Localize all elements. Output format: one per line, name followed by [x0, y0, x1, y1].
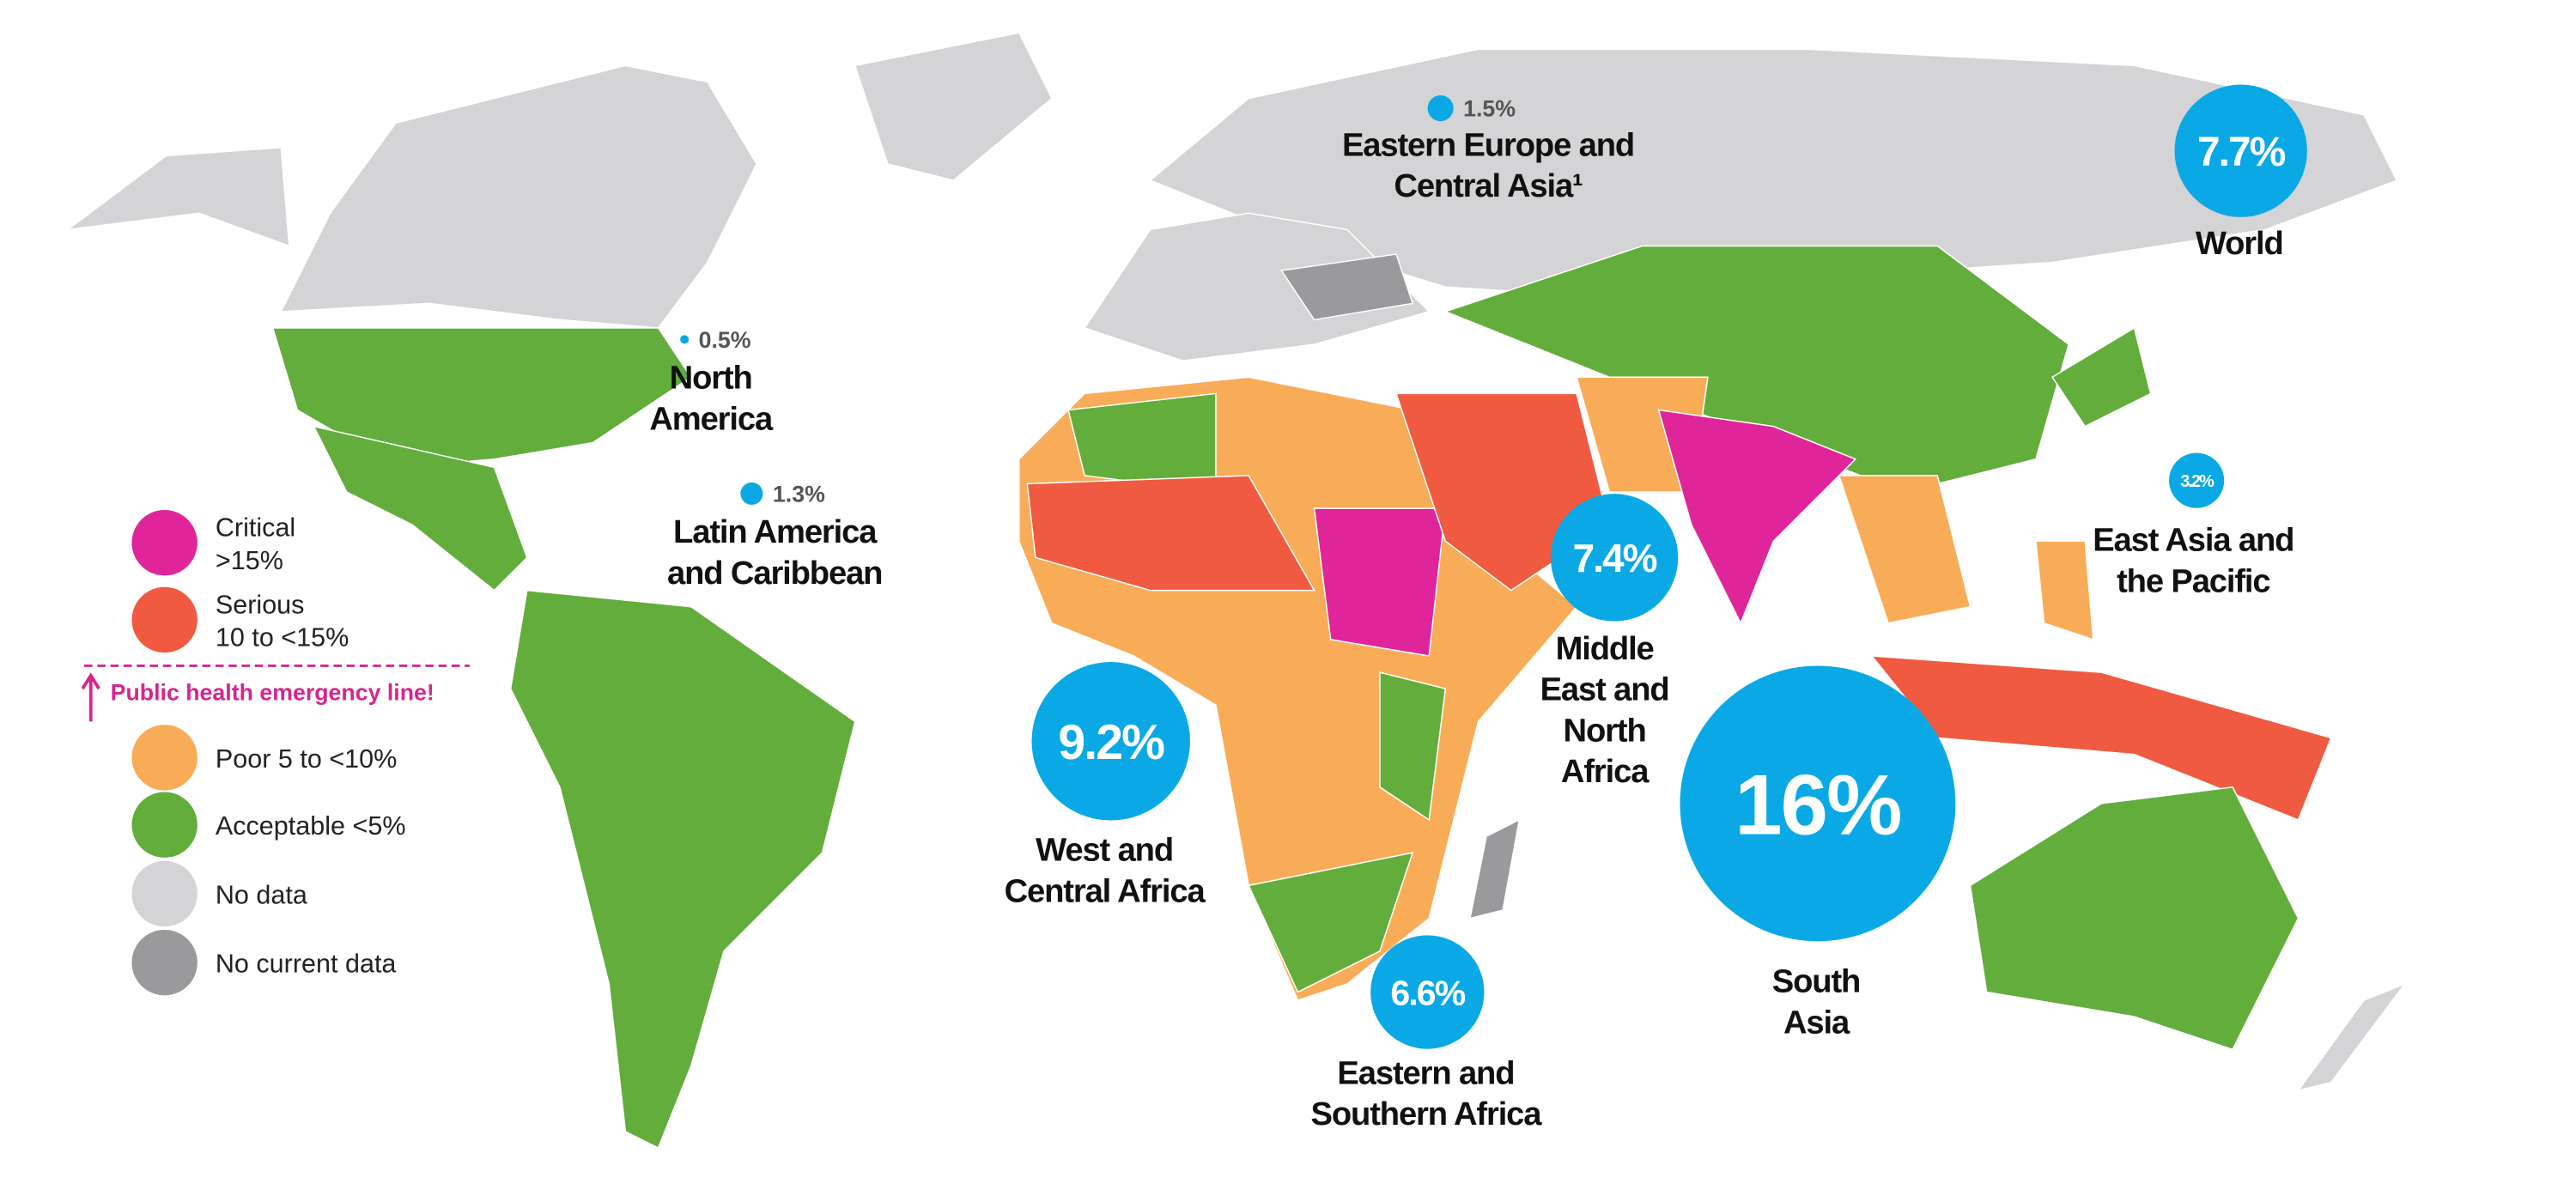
region-bubble — [2174, 84, 2307, 217]
emergency-arrow — [81, 672, 100, 722]
east-africa — [1379, 671, 1447, 822]
usa — [271, 327, 692, 469]
legend-swatch — [131, 509, 197, 576]
legend-swatch — [131, 792, 197, 858]
legend-label: >15% — [216, 546, 283, 575]
new-zealand — [2296, 982, 2407, 1092]
region-name: Middle — [1556, 630, 1654, 667]
region-bubble — [1427, 95, 1454, 122]
region-name: North — [1564, 712, 1646, 749]
india — [1657, 409, 1857, 625]
region-name: World — [2196, 225, 2283, 262]
region-bubble — [740, 482, 763, 505]
legend-label: No data — [216, 880, 307, 909]
region-name: South — [1772, 963, 1860, 1000]
region-value-label: 3.2% — [2180, 472, 2215, 491]
region-value-label: 7.7% — [2197, 130, 2286, 175]
region-name: North — [670, 360, 752, 397]
legend-label: Critical — [216, 513, 295, 543]
region-name: West and — [1036, 832, 1173, 869]
region-bubbles: 7.7% World 1.5% Eastern Europe and Central A… — [649, 84, 2307, 1132]
southern-africa — [1248, 852, 1414, 993]
region-bubble — [680, 335, 690, 344]
legend-label: No current data — [216, 950, 397, 979]
russia — [1149, 48, 2398, 296]
region-bubble — [1550, 494, 1679, 622]
region-bubble — [1680, 665, 1956, 942]
legend-swatch — [131, 929, 197, 996]
south-america — [509, 589, 856, 1150]
legend-swatch — [131, 860, 197, 927]
region-bubble — [1370, 935, 1485, 1049]
region-value-label: 7.4% — [1572, 536, 1656, 580]
region-value-label: 1.5% — [1463, 96, 1516, 122]
region-bubble — [1031, 662, 1190, 821]
madagascar — [1469, 818, 1521, 920]
region-name: Central Africa — [1005, 872, 1206, 909]
region-bubble — [2169, 452, 2225, 508]
region-value-label: 16% — [1735, 758, 1900, 853]
region-name: the Pacific — [2117, 562, 2270, 599]
legend-swatch — [131, 586, 197, 653]
emergency-label: Public health emergency line! — [111, 680, 434, 706]
region-name: Eastern Europe and — [1342, 126, 1634, 163]
sudan — [1313, 507, 1447, 657]
region-value-label: 9.2% — [1058, 715, 1164, 770]
region-name: East and — [1540, 671, 1669, 708]
greenland — [854, 32, 1053, 181]
region-name: and Caribbean — [667, 555, 882, 592]
central-america — [313, 425, 528, 592]
philippines — [2035, 540, 2094, 640]
region-name: Asia — [1783, 1004, 1850, 1041]
legend-label: Acceptable <5% — [216, 811, 406, 841]
region-name: Central Asia¹ — [1394, 167, 1583, 204]
ukraine — [1280, 253, 1414, 321]
legend-label: Serious — [216, 590, 305, 619]
region-name: Eastern and — [1337, 1054, 1514, 1091]
sahel — [1026, 475, 1315, 592]
region-value-label: 6.6% — [1390, 973, 1465, 1012]
region-value-label: 1.3% — [773, 481, 825, 507]
alaska — [65, 147, 290, 247]
canada — [280, 64, 758, 329]
region-name: Africa — [1561, 753, 1649, 790]
legend: Critical >15% Serious 10 to <15% Poor 5 to <… — [81, 509, 470, 996]
legend-label: 10 to <15% — [216, 623, 349, 653]
region-name: America — [649, 400, 774, 437]
australia — [1969, 786, 2300, 1051]
region-name: East Asia and — [2093, 522, 2293, 559]
region-name: Latin America — [673, 513, 878, 550]
japan — [2050, 326, 2152, 428]
world-map — [65, 32, 2407, 1150]
legend-swatch — [131, 725, 197, 791]
region-value-label: 0.5% — [699, 327, 751, 353]
legend-label: Poor 5 to <10% — [216, 744, 397, 774]
southeast-asia — [1838, 475, 1971, 624]
region-name: Southern Africa — [1311, 1096, 1543, 1132]
